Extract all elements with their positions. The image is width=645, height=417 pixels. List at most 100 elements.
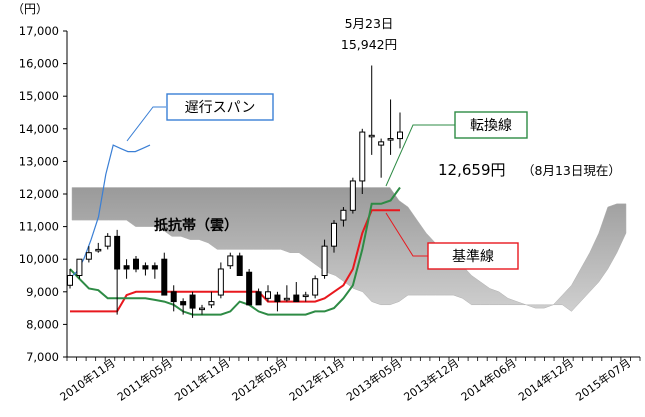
candle-body [312, 278, 319, 296]
candle [246, 268, 253, 306]
candle [67, 268, 73, 289]
candle [142, 262, 149, 276]
cloud-area [71, 187, 627, 312]
candle-body [368, 134, 375, 138]
candle-body [142, 265, 149, 270]
candle [133, 255, 139, 273]
candle-body [274, 294, 281, 303]
x-tick-label: 2014年12月 [516, 356, 576, 404]
x-tick-label: 2015年07月 [573, 356, 633, 404]
candle-body [340, 209, 347, 221]
y-tick-label: 11,000 [19, 220, 59, 234]
candle [274, 291, 281, 312]
candle [255, 288, 262, 306]
candle-body [208, 301, 215, 306]
candle-body [387, 138, 394, 141]
current-value-label: 12,659円 [438, 161, 506, 179]
candle [104, 233, 111, 250]
candle-body [76, 258, 83, 277]
y-tick-label: 7,000 [26, 350, 59, 364]
current-date-label: （8月13日現在） [522, 163, 621, 178]
candle [85, 246, 92, 263]
candle-body [236, 255, 243, 277]
candle [302, 291, 309, 302]
y-axis: 17,000 16,000 15,000 14,000 13,000 12,000 11,0… [19, 24, 68, 364]
candle-body [67, 275, 73, 286]
candle-body [378, 141, 385, 146]
candle [180, 298, 187, 315]
candle [236, 252, 243, 277]
candle-body [123, 265, 130, 270]
candle-body [95, 248, 102, 252]
y-tick-label: 17,000 [19, 24, 59, 38]
candle-body [359, 131, 366, 182]
y-tick-label: 16,000 [19, 57, 59, 71]
candle [151, 262, 158, 279]
tenkan-leader-line [385, 124, 455, 187]
x-tick-label: 2012年11月 [286, 356, 346, 404]
candle [123, 259, 130, 279]
kijun-leader-line [385, 212, 428, 257]
x-tick-label: 2010年11月 [57, 356, 117, 404]
candle-body [133, 258, 139, 270]
candle [170, 285, 177, 312]
y-tick-label: 15,000 [19, 89, 59, 103]
candle-body [265, 291, 271, 299]
candle-body [283, 297, 290, 301]
tenkan-label: 転換線 [470, 118, 512, 134]
candle [397, 112, 403, 149]
candle [76, 258, 83, 279]
candle [161, 252, 168, 296]
y-tick-label: 14,000 [19, 122, 59, 136]
candle-body [161, 258, 168, 296]
candle [217, 262, 224, 299]
x-tick-label: 2011年11月 [172, 356, 232, 404]
candle-body [217, 268, 224, 296]
candle-body [180, 301, 187, 306]
cloud-label: 抵抗帯（雲） [154, 217, 238, 234]
candle [321, 239, 328, 279]
candle [387, 99, 394, 155]
candle [208, 291, 215, 309]
x-tick-label: 2011年05月 [114, 356, 174, 404]
candle [378, 138, 385, 178]
y-tick-label: 9,000 [26, 285, 59, 299]
chikou-label-box [166, 93, 274, 121]
candle-body [255, 291, 262, 306]
peak-value-label: 15,942円 [341, 37, 397, 52]
candle-body [104, 235, 111, 247]
candle [227, 252, 234, 269]
candle-body [321, 245, 328, 277]
candle [199, 304, 205, 315]
candle-body [151, 265, 158, 270]
ichimoku-cloud [71, 187, 627, 312]
x-tick-label: 2012年05月 [229, 356, 289, 404]
y-unit-label: （円） [12, 2, 48, 16]
x-axis: 2010年11月2011年05月2011年11月2012年05月2012年11月… [57, 356, 641, 404]
candle [189, 291, 196, 318]
peak-date-label: 5月23日 [345, 16, 394, 31]
candle-body [199, 307, 205, 311]
candle [265, 285, 271, 302]
candle [349, 177, 356, 214]
x-tick-label: 2013年12月 [401, 356, 461, 404]
tenkan-line [69, 186, 401, 316]
candle-body [170, 291, 177, 303]
candle-body [189, 294, 196, 309]
candlesticks [67, 65, 403, 318]
tenkan-label-box [454, 111, 528, 139]
kijun-label-box [427, 242, 519, 270]
kijun-label: 基準線 [452, 248, 494, 265]
candle [340, 207, 347, 227]
candle-body [293, 294, 300, 303]
candle [368, 65, 375, 155]
y-tick-label: 8,000 [26, 317, 59, 331]
candle [293, 282, 300, 303]
candle [359, 128, 366, 194]
candle-body [114, 235, 121, 270]
chikou-label: 遅行スパン [185, 100, 256, 116]
candle-body [246, 271, 253, 306]
candle-body [349, 180, 356, 211]
chikou-leader-line [126, 106, 166, 142]
